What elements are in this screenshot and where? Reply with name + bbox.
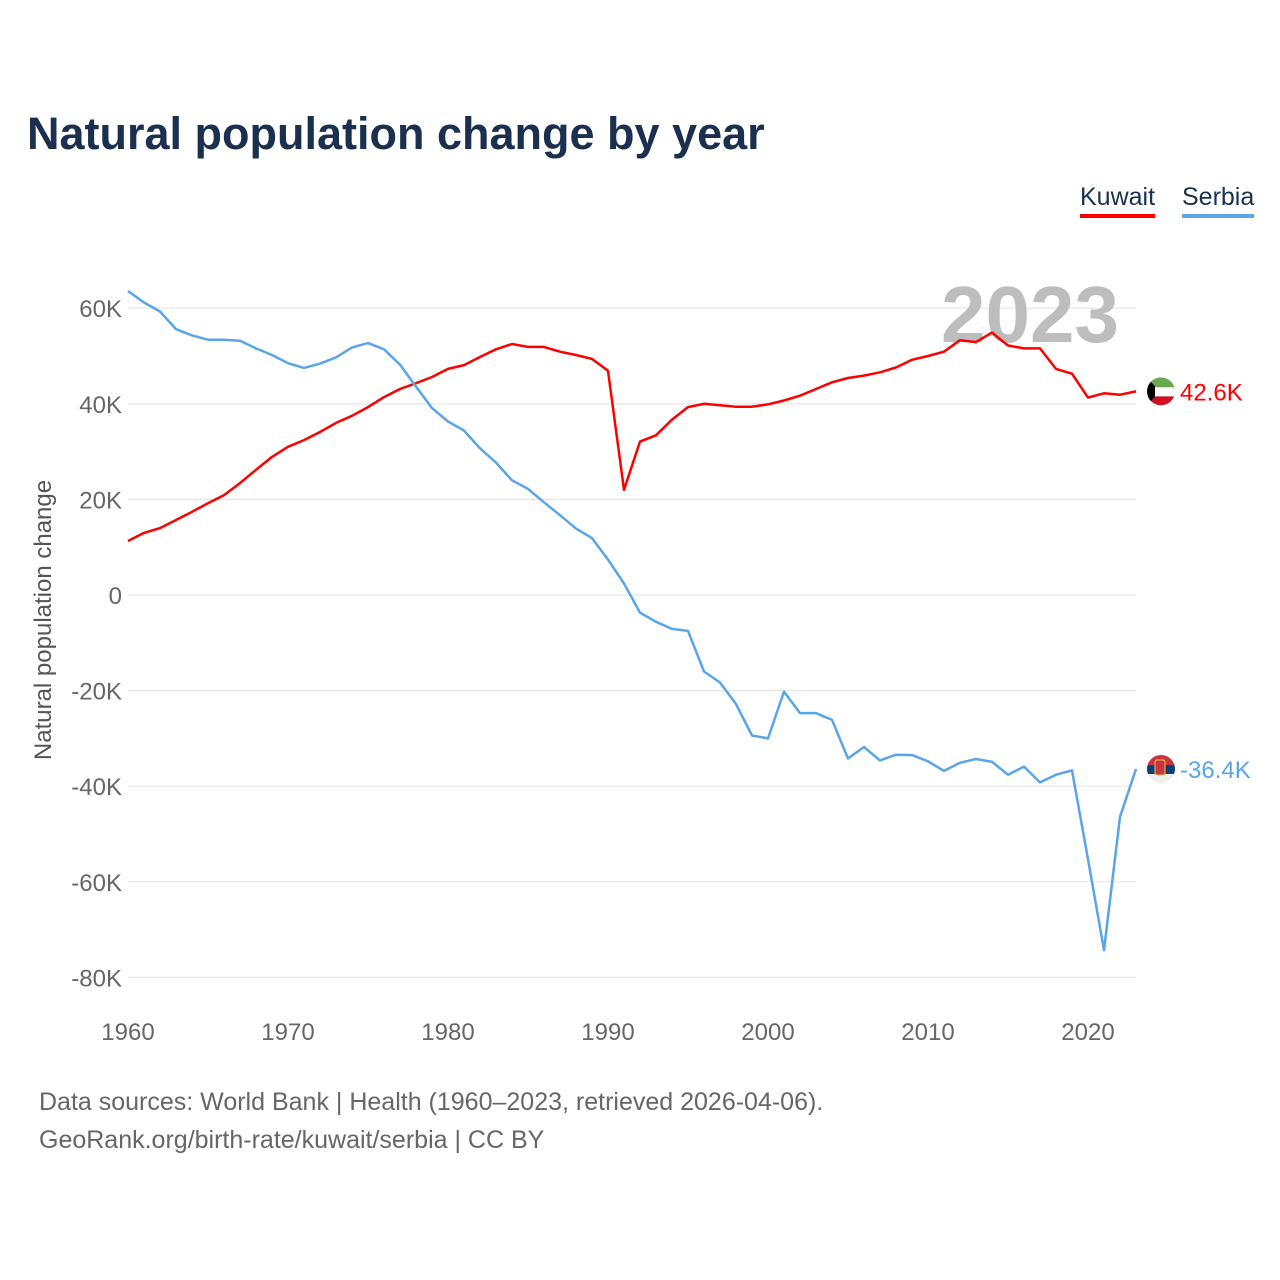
footer-sources: Data sources: World Bank | Health (1960–… — [39, 1088, 824, 1116]
end-value-label: -36.4K — [1180, 757, 1251, 784]
legend-kuwait[interactable]: Kuwait — [1080, 183, 1156, 218]
flag-body — [1147, 754, 1175, 783]
flag-body — [1147, 377, 1175, 406]
kuwait-flag-icon — [1147, 377, 1175, 406]
x-tick-label: 1970 — [261, 1019, 314, 1046]
x-tick-label: 2000 — [741, 1019, 794, 1046]
year-watermark: 2023 — [941, 270, 1119, 359]
chart-title: Natural population change by year — [27, 108, 765, 159]
y-tick-label: 20K — [79, 487, 122, 514]
end-value-label: 42.6K — [1180, 379, 1243, 406]
flag-coat-of-arms — [1154, 759, 1166, 776]
flag-stripe — [1147, 377, 1175, 388]
x-tick-label: 1960 — [101, 1019, 154, 1046]
y-tick-label: 40K — [79, 392, 122, 419]
x-tick-label: 1990 — [581, 1019, 634, 1046]
serbia-flag-icon — [1147, 754, 1175, 783]
flag-stripe — [1147, 773, 1175, 783]
footer-link[interactable]: GeoRank.org/birth-rate/kuwait/serbia | C… — [39, 1126, 545, 1154]
flag-stripe — [1147, 387, 1175, 397]
y-tick-label: 0 — [109, 583, 122, 610]
y-tick-label: -20K — [71, 679, 122, 706]
y-tick-label: -60K — [71, 870, 122, 897]
series-line-kuwait — [127, 331, 1137, 543]
flag-trapezoid — [1147, 377, 1155, 406]
legend-serbia[interactable]: Serbia — [1182, 183, 1255, 218]
x-tick-label: 1980 — [421, 1019, 474, 1046]
x-tick-label: 2010 — [901, 1019, 954, 1046]
flag-stripe — [1147, 396, 1175, 406]
y-axis-label: Natural population change — [30, 480, 57, 760]
y-tick-label: 60K — [79, 296, 122, 323]
x-tick-label: 2020 — [1061, 1019, 1114, 1046]
series-line-serbia — [127, 289, 1138, 952]
y-tick-label: -40K — [71, 774, 122, 801]
y-tick-label: -80K — [71, 965, 122, 992]
